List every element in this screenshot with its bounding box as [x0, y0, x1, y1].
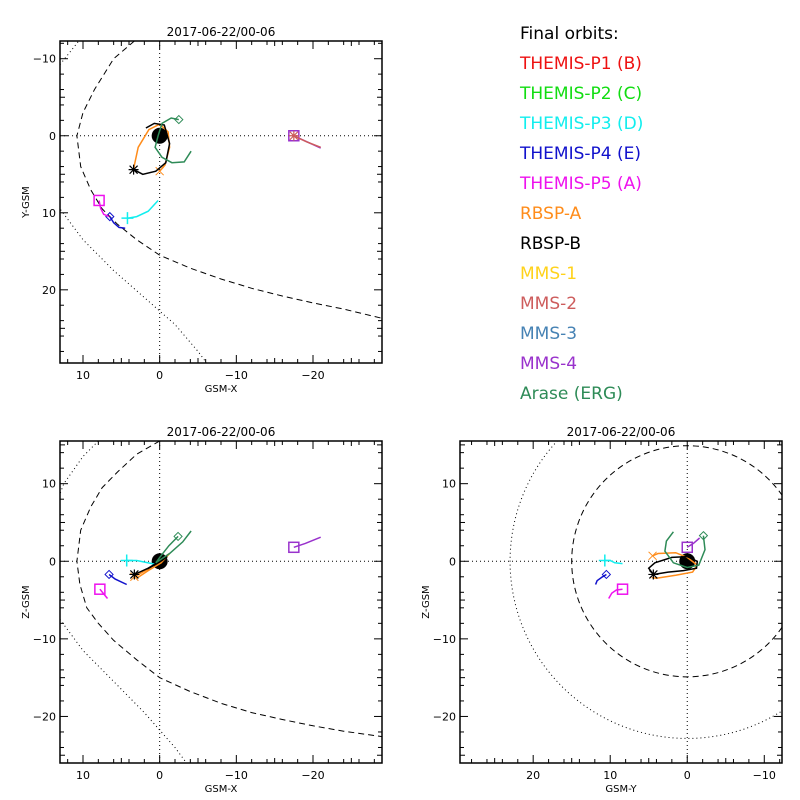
plus-marker	[120, 554, 133, 567]
orbit-track	[133, 122, 171, 176]
orbit-track	[98, 200, 110, 218]
legend-item: THEMIS-P4 (E)	[520, 144, 641, 164]
bow-shock-boundary	[60, 41, 208, 363]
x-tick-label: 0	[684, 769, 691, 782]
diamond-marker	[698, 530, 709, 541]
legend: Final orbits: THEMIS-P1 (B) THEMIS-P2 (C)…	[520, 22, 643, 412]
orbit-track	[109, 216, 126, 229]
square-marker	[681, 541, 693, 554]
legend-item: RBSP-A	[520, 204, 582, 224]
x-axis-label: GSM-X	[205, 384, 238, 395]
y-tick-label: 10	[42, 207, 56, 220]
y-axis-label: Y-GSM	[21, 186, 32, 219]
orbit-track	[293, 536, 321, 549]
asterisk-marker	[129, 569, 140, 580]
plot-area	[460, 441, 782, 763]
y-tick-label: −20	[33, 710, 56, 723]
asterisk-marker	[128, 164, 139, 175]
x-marker	[155, 166, 165, 176]
plot-title: 2017-06-22/00-06	[167, 25, 276, 39]
diamond-marker	[173, 531, 183, 542]
plus-marker	[121, 212, 134, 225]
earth-marker	[151, 127, 168, 144]
legend-item: THEMIS-P2 (C)	[520, 84, 643, 104]
square-marker	[93, 194, 105, 207]
y-tick-label: −10	[33, 53, 56, 66]
orbit-track	[134, 555, 168, 576]
legend-item: THEMIS-P5 (A)	[520, 174, 642, 194]
plot-title: 2017-06-22/00-06	[567, 425, 676, 439]
magnetopause-boundary	[76, 441, 382, 738]
orbit-track	[664, 531, 706, 569]
x-tick-label: −10	[753, 769, 776, 782]
legend-title: Final orbits:	[520, 24, 619, 44]
legend-item: MMS-3	[520, 324, 578, 344]
y-axis-label: Z-GSM	[421, 585, 432, 618]
plot-frame	[459, 440, 783, 764]
y-tick-label: −20	[433, 710, 456, 723]
orbit-track	[127, 199, 159, 219]
plus-marker	[598, 554, 611, 567]
x-axis-label: GSM-X	[205, 784, 238, 795]
square-marker	[616, 583, 629, 595]
plot-panel-1: 10 0 −10 −20 −10 0 10 20 2017-06-22/00-06 GSM-X Y-…	[21, 25, 383, 395]
bow-shock-boundary	[60, 441, 188, 763]
x-marker	[648, 551, 657, 561]
square-marker	[288, 541, 300, 554]
y-tick-label: 0	[49, 555, 56, 568]
plot-area	[60, 41, 382, 363]
asterisk-marker	[288, 130, 299, 141]
orbit-track	[594, 573, 607, 585]
x-tick-label: 10	[76, 769, 90, 782]
asterisk-marker	[648, 569, 659, 580]
plot-title: 2017-06-22/00-06	[167, 425, 276, 439]
x-tick-label: −10	[225, 369, 248, 382]
legend-item: MMS-2	[520, 294, 578, 314]
x-tick-label: 10	[603, 769, 617, 782]
y-axis-label: Z-GSM	[21, 585, 32, 618]
y-tick-label: −10	[433, 633, 456, 646]
legend-item: MMS-4	[520, 354, 578, 374]
y-tick-label: 0	[449, 555, 456, 568]
legend-item: RBSP-B	[520, 234, 582, 254]
y-tick-label: 10	[442, 478, 456, 491]
plot-panel-3: 20 10 0 −10 10 0 −10 −20 2017-06-22/00-06 GSM-Y Z-…	[421, 425, 783, 795]
plot-area	[60, 441, 382, 763]
orbit-track	[154, 117, 192, 164]
x-tick-label: 0	[156, 369, 163, 382]
orbit-track	[686, 537, 701, 548]
square-marker	[94, 583, 106, 595]
bow-shock-boundary	[509, 441, 782, 739]
orbit-track	[155, 530, 192, 564]
x-tick-label: −10	[225, 769, 248, 782]
diamond-marker	[601, 569, 612, 580]
magnetopause-boundary	[76, 41, 382, 319]
y-tick-label: 10	[42, 478, 56, 491]
y-tick-label: 20	[42, 284, 56, 297]
x-tick-label: −20	[301, 369, 324, 382]
orbit-track	[608, 588, 623, 599]
plot-frame	[59, 40, 383, 364]
legend-item: THEMIS-P3 (D)	[520, 114, 644, 134]
y-tick-label: −10	[33, 633, 56, 646]
x-tick-label: −20	[301, 769, 324, 782]
orbit-track	[293, 135, 321, 148]
y-tick-label: 0	[49, 130, 56, 143]
legend-item: THEMIS-P1 (B)	[520, 54, 642, 74]
plot-panel-2: 10 0 −10 −20 10 0 −10 −20 2017-06-22/00-06 GSM-X Z…	[21, 425, 383, 795]
legend-item: MMS-1	[520, 264, 578, 284]
orbit-track	[647, 555, 699, 576]
diamond-marker	[104, 569, 114, 580]
x-tick-label: 0	[156, 769, 163, 782]
diamond-marker	[174, 114, 184, 125]
x-tick-label: 20	[526, 769, 540, 782]
plot-frame	[59, 440, 383, 764]
legend-item: Arase (ERG)	[520, 384, 623, 404]
x-tick-label: 10	[76, 369, 90, 382]
x-axis-label: GSM-Y	[605, 784, 637, 795]
